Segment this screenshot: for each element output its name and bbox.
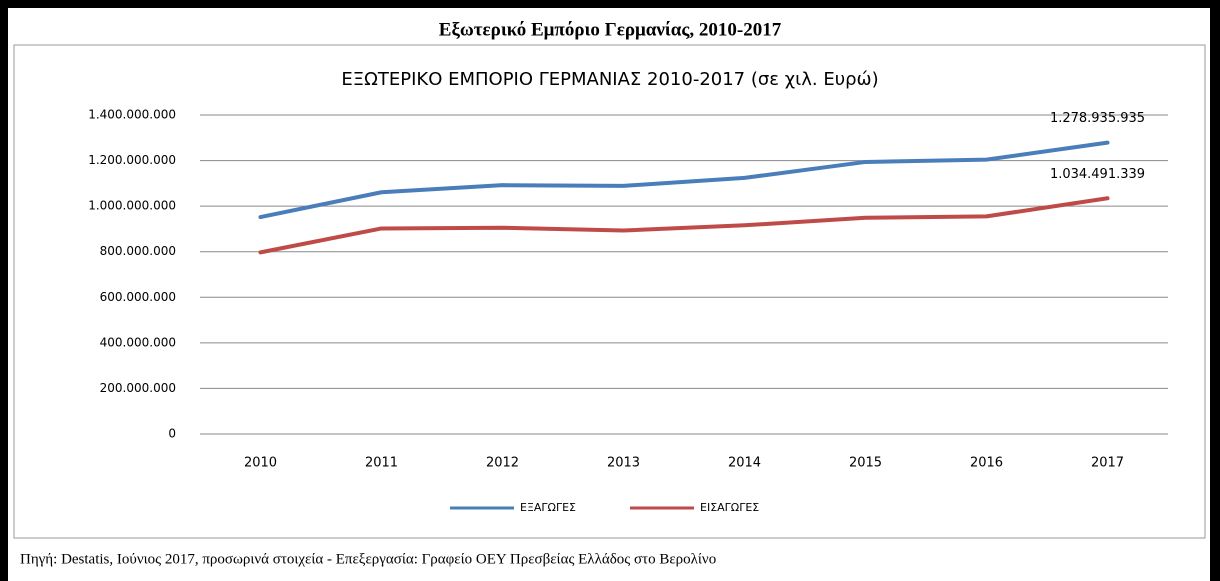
x-tick-label: 2015 — [849, 456, 882, 471]
frame-top — [0, 0, 1220, 8]
frame-right — [1210, 0, 1220, 581]
y-tick-label: 600.000.000 — [100, 290, 176, 304]
chart-title: ΕΞΩΤΕΡΙΚΟ ΕΜΠΟΡΙΟ ΓΕΡΜΑΝΙΑΣ 2010-2017 (σ… — [341, 69, 878, 90]
legend-label: ΕΞΑΓΩΓΕΣ — [520, 501, 576, 514]
y-tick-label: 0 — [168, 427, 176, 441]
y-tick-label: 400.000.000 — [100, 335, 176, 349]
x-tick-label: 2014 — [728, 456, 761, 471]
chart-box — [13, 44, 1206, 539]
x-tick-label: 2011 — [365, 456, 398, 471]
series-line — [258, 196, 1110, 255]
y-tick-label: 800.000.000 — [100, 244, 176, 258]
x-tick-label: 2010 — [244, 456, 277, 471]
x-tick-label: 2012 — [486, 456, 519, 471]
frame-left — [0, 0, 8, 581]
legend-label: ΕΙΣΑΓΩΓΕΣ — [700, 501, 759, 514]
y-tick-label: 1.400.000.000 — [88, 108, 176, 122]
y-tick-label: 1.000.000.000 — [88, 199, 176, 213]
source: Πηγή: Destatis, Ιούνιος 2017, προσωρινά … — [20, 551, 716, 567]
x-tick-label: 2016 — [970, 456, 1003, 471]
data-label: 1.278.935.935 — [1050, 111, 1145, 126]
x-tick-label: 2017 — [1091, 456, 1124, 471]
x-tick-label: 2013 — [607, 456, 640, 471]
heading: Εξωτερικό Εμπόριο Γερμανίας, 2010-2017 — [439, 19, 782, 40]
y-tick-label: 200.000.000 — [100, 381, 176, 395]
y-tick-label: 1.200.000.000 — [88, 153, 176, 167]
series-line — [258, 140, 1110, 220]
data-label: 1.034.491.339 — [1050, 167, 1145, 182]
